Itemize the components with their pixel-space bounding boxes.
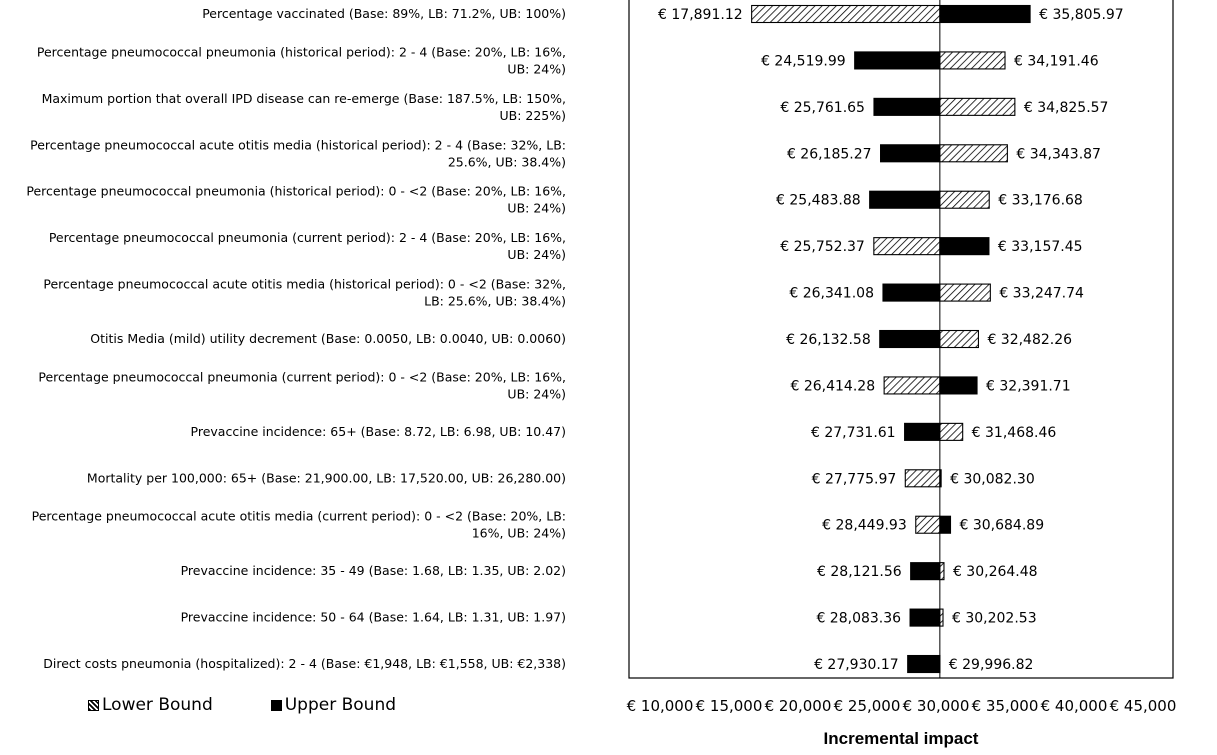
value-label-right: € 33,176.68 [998, 193, 1083, 209]
value-label-left: € 27,775.97 [812, 471, 897, 487]
bar-lower-bound [939, 144, 1008, 163]
bar-upper-bound [882, 283, 941, 302]
x-tick-label: € 15,000 [696, 697, 763, 715]
bar-upper-bound [910, 562, 941, 581]
value-label-left: € 28,083.36 [816, 611, 901, 627]
bar-lower-bound [915, 515, 941, 534]
bar-upper-bound [854, 51, 941, 70]
bar-lower-bound [873, 237, 941, 256]
value-label-left: € 25,752.37 [780, 239, 865, 255]
x-tick-label: € 45,000 [1110, 697, 1177, 715]
bar-lower-bound [939, 422, 964, 441]
x-tick-label: € 25,000 [834, 697, 901, 715]
category-label: Mortality per 100,000: 65+ (Base: 21,900… [87, 470, 566, 485]
value-label-left: € 26,341.08 [789, 286, 874, 302]
category-label: Percentage pneumococcal pneumonia (histo… [37, 44, 566, 76]
bar-lower-bound [939, 562, 945, 581]
bar-upper-bound [904, 422, 941, 441]
category-label: Prevaccine incidence: 50 - 64 (Base: 1.6… [181, 610, 566, 625]
legend-label-lower: Lower Bound [102, 695, 213, 715]
value-label-right: € 30,684.89 [960, 518, 1045, 534]
bar-upper-bound [909, 608, 941, 627]
bar-lower-bound [939, 97, 1016, 116]
bar-upper-bound [879, 329, 941, 349]
category-label: Direct costs pneumonia (hospitalized): 2… [43, 656, 566, 671]
x-tick-label: € 40,000 [1041, 697, 1108, 715]
bar-upper-bound [907, 654, 941, 674]
category-label: Prevaccine incidence: 35 - 49 (Base: 1.6… [181, 563, 566, 578]
category-label: Percentage pneumococcal acute otitis med… [43, 277, 566, 309]
bar-upper-bound [880, 144, 941, 163]
legend: Lower Bound Upper Bound [88, 695, 396, 715]
value-label-right: € 33,247.74 [999, 286, 1084, 302]
value-label-left: € 26,132.58 [786, 332, 871, 348]
bar-upper-bound [939, 469, 942, 488]
legend-item-upper: Upper Bound [270, 695, 397, 715]
bar-upper-bound [873, 97, 941, 116]
value-label-left: € 25,761.65 [780, 100, 865, 116]
value-label-left: € 28,449.93 [822, 518, 907, 534]
category-label: Prevaccine incidence: 65+ (Base: 8.72, L… [191, 424, 566, 439]
bar-upper-bound [939, 515, 952, 534]
value-label-right: € 31,468.46 [972, 425, 1057, 441]
bar-upper-bound [869, 190, 941, 209]
value-label-right: € 34,191.46 [1014, 53, 1099, 69]
value-label-right: € 30,082.30 [950, 471, 1035, 487]
value-label-left: € 25,483.88 [776, 193, 861, 209]
category-label: Percentage pneumococcal pneumonia (histo… [26, 184, 566, 216]
value-label-left: € 24,519.99 [761, 53, 846, 69]
bar-lower-bound [939, 329, 979, 349]
value-label-right: € 34,825.57 [1024, 100, 1109, 116]
x-tick-label: € 20,000 [765, 697, 832, 715]
plot-frame [628, 0, 1174, 679]
category-label: Percentage pneumococcal pneumonia (curre… [38, 369, 566, 401]
x-tick-label: € 10,000 [627, 697, 694, 715]
value-label-right: € 33,157.45 [998, 239, 1083, 255]
value-label-left: € 28,121.56 [817, 564, 902, 580]
category-label: Percentage pneumococcal acute otitis med… [30, 137, 566, 169]
bar-lower-bound [939, 190, 990, 209]
value-label-left: € 17,891.12 [658, 7, 743, 23]
value-label-right: € 30,264.48 [953, 564, 1038, 580]
value-label-right: € 32,482.26 [987, 332, 1072, 348]
value-label-left: € 26,414.28 [791, 378, 876, 394]
value-label-left: € 27,930.17 [814, 657, 899, 673]
value-label-right: € 34,343.87 [1016, 146, 1101, 162]
x-axis-title: Incremental impact [824, 729, 979, 748]
bar-upper-bound [939, 237, 990, 256]
x-tick-label: € 30,000 [903, 697, 970, 715]
bar-upper-bound [939, 376, 978, 395]
bar-lower-bound [939, 51, 1006, 70]
bar-lower-bound [883, 376, 941, 395]
legend-item-lower: Lower Bound [88, 695, 213, 715]
legend-label-upper: Upper Bound [284, 695, 397, 715]
x-tick-label: € 35,000 [972, 697, 1039, 715]
value-label-right: € 30,202.53 [952, 611, 1037, 627]
bar-lower-bound [751, 4, 941, 24]
category-label: Percentage pneumococcal acute otitis med… [32, 509, 566, 541]
legend-swatch-lower [88, 699, 99, 711]
bar-lower-bound [904, 469, 941, 488]
category-label: Percentage pneumococcal pneumonia (curre… [49, 230, 566, 262]
category-label: Otitis Media (mild) utility decrement (B… [90, 331, 566, 346]
value-label-right: € 29,996.82 [949, 657, 1034, 673]
legend-swatch-upper [270, 699, 282, 711]
value-label-right: € 35,805.97 [1039, 7, 1124, 23]
bar-upper-bound [939, 4, 1031, 24]
value-label-right: € 32,391.71 [986, 378, 1071, 394]
category-label: Percentage vaccinated (Base: 89%, LB: 71… [202, 6, 566, 21]
value-label-left: € 27,731.61 [811, 425, 896, 441]
category-label: Maximum portion that overall IPD disease… [42, 91, 566, 123]
value-label-left: € 26,185.27 [787, 146, 872, 162]
bar-lower-bound [939, 283, 991, 302]
